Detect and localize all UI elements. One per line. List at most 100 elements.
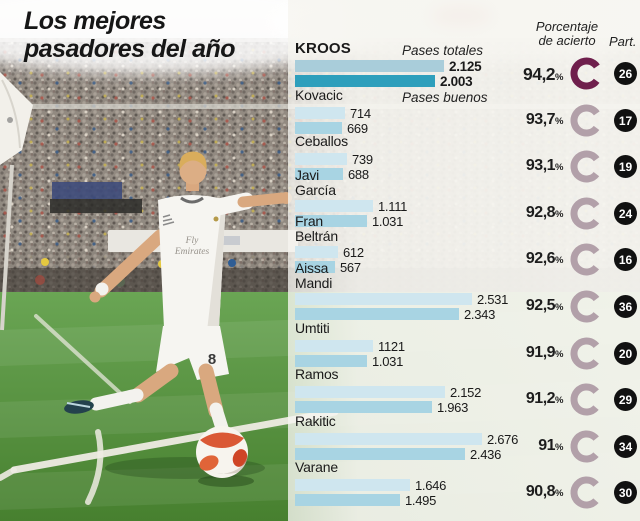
bar-pases-totales [295,340,373,352]
legend-pases-totales: Pases totales [402,43,484,58]
accuracy-percent: 92,8% [525,204,564,221]
matches-badge: 17 [614,109,637,132]
accuracy-percent: 94,2% [522,64,564,84]
bar-value-buenos: 669 [347,121,368,136]
pitch-lines [0,314,339,505]
percent-symbol: % [555,255,563,266]
accuracy-donut-icon [570,383,603,416]
accuracy-donut-icon [570,337,603,370]
accuracy-percent: 91,9% [525,344,564,361]
adidas-logo [162,214,175,226]
matches-badge: 30 [614,481,637,504]
corner-flag [0,72,33,331]
player-label: Aissa Mandi [295,260,333,291]
matches-badge: 20 [614,342,637,365]
bar-value-buenos: 1.031 [372,214,404,229]
shirt-sponsor-text-2: Emirates [174,247,210,257]
bar-pases-totales [295,246,338,258]
bar-value-buenos: 2.343 [464,307,496,322]
bar-value-totales: 739 [352,152,373,167]
bar-pases-buenos [295,215,367,227]
bar-pases-buenos [295,355,367,367]
accuracy-donut-icon [570,476,603,509]
matches-badge: 24 [614,202,637,225]
accuracy-percent: 92,5% [525,297,564,314]
bar-value-totales: 2.531 [477,292,509,307]
bar-value-buenos: 2.003 [440,74,473,89]
percent-symbol: % [555,442,563,453]
percent-symbol: % [555,395,563,406]
percent-symbol: % [555,488,563,499]
accuracy-donut-icon [570,290,603,323]
bar-value-buenos: 1.031 [372,354,404,369]
player-label: Javi García [295,167,336,198]
percent-symbol: % [555,116,563,127]
player-hair [179,151,207,170]
bar-value-buenos: 1.963 [437,400,469,415]
accuracy-donut-icon [570,57,603,90]
bar-pases-buenos [295,308,459,320]
bar-value-totales: 714 [350,106,371,121]
bar-value-totales: 1121 [378,339,405,354]
accuracy-donut-icon [570,150,603,183]
percent-symbol: % [555,72,563,83]
accuracy-percent: 93,1% [525,157,564,174]
bar-pases-buenos [295,168,343,180]
matches-badge: 16 [614,248,637,271]
football [196,426,254,487]
bar-value-totales: 2.152 [450,385,482,400]
column-header-porcentaje: Porcentaje de acierto [528,20,606,48]
porcentaje-line-2: de acierto [538,33,596,48]
bar-pases-buenos [295,401,432,413]
bar-value-buenos: 567 [340,260,361,275]
column-header-part: Part. [609,34,637,49]
player-label: Rakitic [295,413,336,429]
matches-badge: 34 [614,435,637,458]
player-label: Fran Beltrán [295,213,338,244]
bar-pases-buenos [295,261,335,273]
accuracy-percent: 93,7% [525,111,564,128]
bar-pases-totales [295,60,444,72]
bar-pases-buenos [295,122,342,134]
accuracy-donut-icon [570,197,603,230]
accuracy-percent: 91% [538,437,563,454]
accuracy-percent: 90,8% [525,483,564,500]
bar-value-buenos: 2.436 [470,447,502,462]
bar-pases-totales [295,107,345,119]
bar-value-totales: 612 [343,245,364,260]
percent-symbol: % [555,349,563,360]
bar-pases-totales [295,153,347,165]
bar-pases-buenos [295,75,435,87]
bar-value-totales: 2.676 [487,432,519,447]
accuracy-donut-icon [570,430,603,463]
shorts-number: 8 [208,351,216,368]
title-line-1: Los mejores [24,7,166,35]
bar-value-totales: 2.125 [449,59,482,74]
matches-badge: 19 [614,155,637,178]
percent-symbol: % [555,162,563,173]
bar-pases-totales [295,433,482,445]
matches-badge: 26 [614,62,637,85]
bar-pases-totales [295,293,472,305]
accuracy-percent: 92,6% [525,250,564,267]
accuracy-donut-icon [570,104,603,137]
bar-value-buenos: 1.495 [405,493,437,508]
shirt-sponsor-text: Fly [185,236,199,246]
page-title: Los mejores pasadores del año [24,7,236,63]
player-label: KROOS [295,40,352,57]
club-crest [213,216,219,222]
accuracy-percent: 91,2% [525,390,564,407]
player-head [179,157,207,185]
bar-pases-totales [295,200,373,212]
player-label: Kovacic [295,87,343,103]
bar-pases-buenos [295,494,400,506]
porcentaje-line-1: Porcentaje [535,19,599,34]
player-label: Varane [295,459,338,475]
bar-value-totales: 1.646 [415,478,447,493]
bar-pases-totales [295,386,445,398]
player-label: Ramos [295,366,339,382]
percent-symbol: % [555,302,563,313]
percent-symbol: % [555,209,563,220]
blue-banner [52,182,122,199]
